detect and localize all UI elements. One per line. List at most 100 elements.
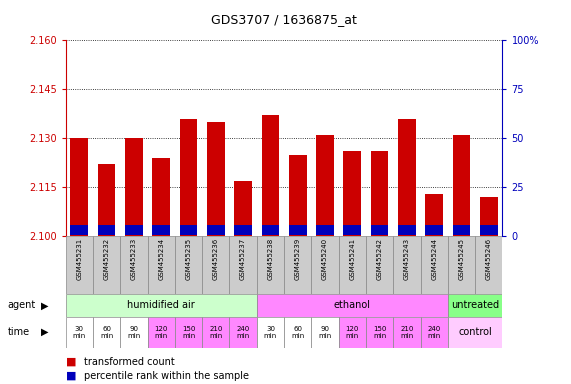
Bar bbox=[425, 225, 443, 235]
Text: percentile rank within the sample: percentile rank within the sample bbox=[84, 371, 249, 381]
Text: GSM455236: GSM455236 bbox=[213, 238, 219, 280]
Bar bbox=[339, 236, 366, 294]
Bar bbox=[66, 294, 257, 317]
Text: GSM455243: GSM455243 bbox=[404, 238, 410, 280]
Bar bbox=[366, 236, 393, 294]
Bar bbox=[257, 294, 448, 317]
Text: GSM455245: GSM455245 bbox=[459, 238, 465, 280]
Bar bbox=[175, 317, 202, 348]
Bar bbox=[398, 225, 416, 235]
Text: 120
min: 120 min bbox=[345, 326, 359, 339]
Bar bbox=[120, 317, 147, 348]
Text: ■: ■ bbox=[66, 371, 80, 381]
Bar bbox=[448, 294, 502, 317]
Bar bbox=[393, 317, 421, 348]
Bar bbox=[70, 138, 88, 236]
Text: GSM455241: GSM455241 bbox=[349, 238, 355, 280]
Text: 210
min: 210 min bbox=[209, 326, 223, 339]
Bar bbox=[366, 317, 393, 348]
Bar bbox=[120, 236, 147, 294]
Bar bbox=[480, 197, 498, 236]
Text: 120
min: 120 min bbox=[155, 326, 168, 339]
Bar bbox=[202, 317, 230, 348]
Text: GSM455233: GSM455233 bbox=[131, 238, 137, 280]
Bar bbox=[230, 317, 257, 348]
Bar bbox=[316, 225, 334, 235]
Bar bbox=[202, 236, 230, 294]
Bar bbox=[93, 236, 120, 294]
Text: 60
min: 60 min bbox=[100, 326, 113, 339]
Bar bbox=[175, 236, 202, 294]
Text: ethanol: ethanol bbox=[334, 300, 371, 310]
Bar bbox=[257, 317, 284, 348]
Bar bbox=[66, 236, 93, 294]
Bar bbox=[480, 225, 498, 235]
Bar bbox=[448, 317, 502, 348]
Bar bbox=[311, 317, 339, 348]
Text: 210
min: 210 min bbox=[400, 326, 413, 339]
Text: ▶: ▶ bbox=[41, 300, 49, 310]
Text: GSM455232: GSM455232 bbox=[103, 238, 110, 280]
Text: GSM455235: GSM455235 bbox=[186, 238, 191, 280]
Bar bbox=[311, 236, 339, 294]
Bar bbox=[230, 236, 257, 294]
Text: GSM455242: GSM455242 bbox=[377, 238, 383, 280]
Bar bbox=[343, 225, 361, 235]
Bar bbox=[180, 119, 198, 236]
Bar bbox=[284, 236, 311, 294]
Bar bbox=[152, 225, 170, 235]
Bar bbox=[284, 317, 311, 348]
Text: untreated: untreated bbox=[451, 300, 499, 310]
Text: 60
min: 60 min bbox=[291, 326, 304, 339]
Bar bbox=[125, 225, 143, 235]
Bar bbox=[125, 138, 143, 236]
Bar bbox=[398, 119, 416, 236]
Text: 30
min: 30 min bbox=[264, 326, 277, 339]
Text: agent: agent bbox=[7, 300, 35, 310]
Bar bbox=[393, 236, 421, 294]
Bar bbox=[343, 151, 361, 236]
Bar bbox=[371, 151, 388, 236]
Text: 90
min: 90 min bbox=[127, 326, 140, 339]
Bar bbox=[289, 225, 307, 235]
Bar bbox=[262, 115, 279, 236]
Bar bbox=[448, 236, 475, 294]
Text: GSM455239: GSM455239 bbox=[295, 238, 301, 280]
Text: control: control bbox=[459, 327, 492, 337]
Bar bbox=[234, 180, 252, 236]
Bar bbox=[98, 225, 115, 235]
Bar bbox=[207, 225, 225, 235]
Text: GSM455246: GSM455246 bbox=[486, 238, 492, 280]
Bar bbox=[234, 225, 252, 235]
Text: ▶: ▶ bbox=[41, 327, 49, 337]
Bar bbox=[453, 135, 471, 236]
Text: GSM455237: GSM455237 bbox=[240, 238, 246, 280]
Text: humidified air: humidified air bbox=[127, 300, 195, 310]
Bar bbox=[421, 236, 448, 294]
Bar bbox=[207, 122, 225, 236]
Bar bbox=[421, 317, 448, 348]
Text: GDS3707 / 1636875_at: GDS3707 / 1636875_at bbox=[211, 13, 357, 26]
Text: GSM455240: GSM455240 bbox=[322, 238, 328, 280]
Bar bbox=[147, 236, 175, 294]
Bar bbox=[152, 158, 170, 236]
Text: transformed count: transformed count bbox=[84, 357, 175, 367]
Text: 240
min: 240 min bbox=[236, 326, 250, 339]
Text: GSM455244: GSM455244 bbox=[431, 238, 437, 280]
Bar bbox=[453, 225, 471, 235]
Bar bbox=[66, 317, 93, 348]
Bar bbox=[475, 236, 502, 294]
Bar bbox=[257, 236, 284, 294]
Text: 90
min: 90 min bbox=[319, 326, 332, 339]
Bar bbox=[180, 225, 198, 235]
Text: GSM455238: GSM455238 bbox=[267, 238, 274, 280]
Bar bbox=[425, 194, 443, 236]
Bar bbox=[339, 317, 366, 348]
Text: GSM455234: GSM455234 bbox=[158, 238, 164, 280]
Bar bbox=[147, 317, 175, 348]
Bar bbox=[98, 164, 115, 236]
Text: GSM455231: GSM455231 bbox=[77, 238, 82, 280]
Bar bbox=[70, 225, 88, 235]
Text: ■: ■ bbox=[66, 357, 80, 367]
Bar bbox=[93, 317, 120, 348]
